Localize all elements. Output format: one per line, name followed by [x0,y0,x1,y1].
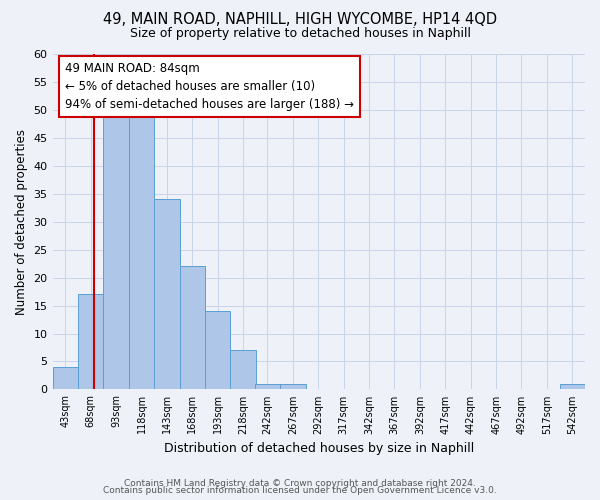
Bar [280,384,305,390]
Bar [78,294,103,390]
Text: Contains HM Land Registry data © Crown copyright and database right 2024.: Contains HM Land Registry data © Crown c… [124,478,476,488]
Bar [255,384,280,390]
Bar [129,110,154,390]
Bar [53,367,78,390]
Text: 49, MAIN ROAD, NAPHILL, HIGH WYCOMBE, HP14 4QD: 49, MAIN ROAD, NAPHILL, HIGH WYCOMBE, HP… [103,12,497,28]
Text: Contains public sector information licensed under the Open Government Licence v3: Contains public sector information licen… [103,486,497,495]
Text: 49 MAIN ROAD: 84sqm
← 5% of detached houses are smaller (10)
94% of semi-detache: 49 MAIN ROAD: 84sqm ← 5% of detached hou… [65,62,354,112]
Bar [179,266,205,390]
Bar [205,311,230,390]
Bar [560,384,585,390]
Bar [154,200,179,390]
Bar [230,350,256,390]
Text: Size of property relative to detached houses in Naphill: Size of property relative to detached ho… [130,28,470,40]
Bar [103,116,129,390]
X-axis label: Distribution of detached houses by size in Naphill: Distribution of detached houses by size … [164,442,474,455]
Y-axis label: Number of detached properties: Number of detached properties [15,128,28,314]
